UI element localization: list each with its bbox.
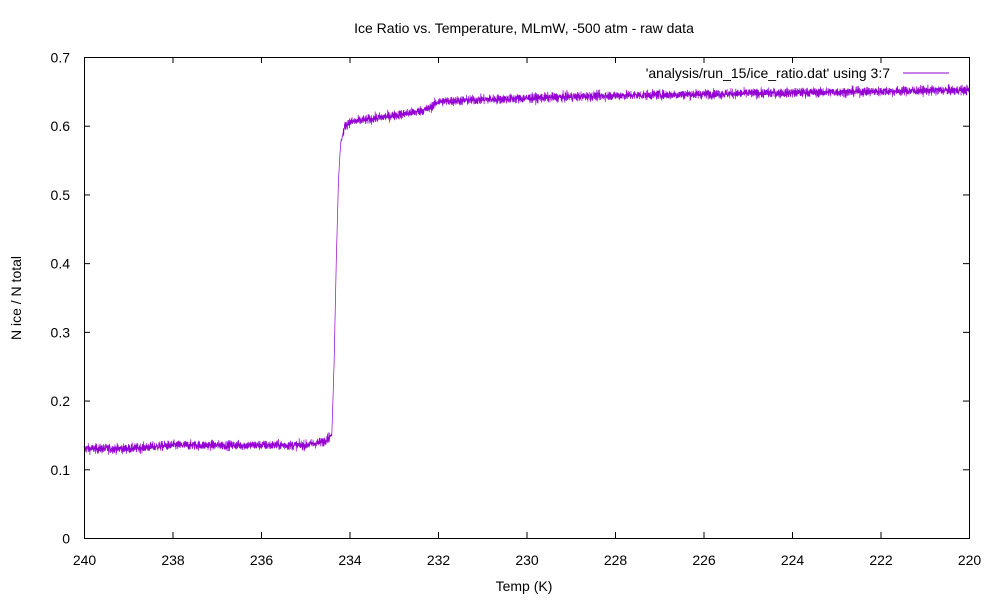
chart-title: Ice Ratio vs. Temperature, MLmW, -500 at… bbox=[354, 20, 694, 36]
x-tick-label: 236 bbox=[250, 552, 274, 568]
x-tick-label: 230 bbox=[515, 552, 539, 568]
x-tick-label: 224 bbox=[781, 552, 805, 568]
y-tick-label: 0.1 bbox=[51, 462, 71, 478]
x-tick-label: 226 bbox=[692, 552, 716, 568]
y-tick-label: 0.6 bbox=[51, 118, 71, 134]
x-tick-label: 228 bbox=[604, 552, 628, 568]
x-tick-label: 232 bbox=[427, 552, 451, 568]
y-tick-label: 0.3 bbox=[51, 324, 71, 340]
legend-label: 'analysis/run_15/ice_ratio.dat' using 3:… bbox=[646, 65, 890, 81]
legend: 'analysis/run_15/ice_ratio.dat' using 3:… bbox=[646, 65, 949, 81]
y-tick-label: 0 bbox=[62, 531, 70, 547]
ticks: 240 238 236 234 232 230 228 226 224 222 220 0 0.1 0.2… bbox=[51, 50, 982, 569]
x-tick-label: 238 bbox=[161, 552, 185, 568]
x-tick-label: 240 bbox=[73, 552, 97, 568]
y-tick-label: 0.7 bbox=[51, 50, 71, 66]
y-axis-label: N ice / N total bbox=[8, 256, 24, 340]
plot-frame bbox=[84, 57, 970, 539]
series-layer bbox=[83, 83, 970, 455]
series-line bbox=[83, 83, 970, 455]
y-tick-label: 0.2 bbox=[51, 393, 71, 409]
x-tick-label: 222 bbox=[869, 552, 893, 568]
y-tick-label: 0.4 bbox=[51, 256, 71, 272]
x-axis-label: Temp (K) bbox=[496, 578, 553, 594]
x-tick-label: 220 bbox=[958, 552, 982, 568]
x-tick-label: 234 bbox=[338, 552, 362, 568]
y-tick-label: 0.5 bbox=[51, 187, 71, 203]
